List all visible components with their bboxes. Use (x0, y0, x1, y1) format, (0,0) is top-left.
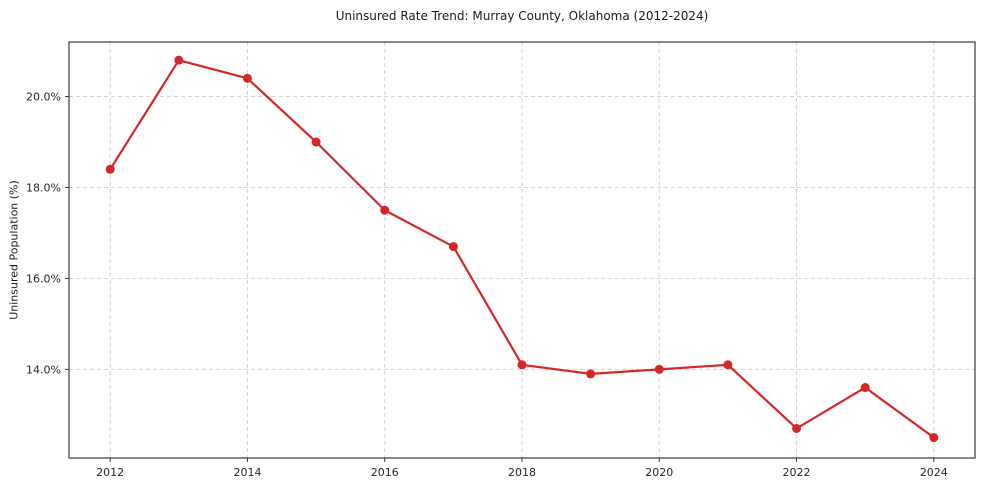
x-tick-label: 2012 (96, 466, 124, 479)
data-point (311, 137, 321, 147)
chart-title: Uninsured Rate Trend: Murray County, Okl… (335, 9, 709, 23)
y-tick-label: 14.0% (26, 363, 61, 376)
x-tick-label: 2016 (371, 466, 399, 479)
data-point (448, 242, 458, 252)
data-point (792, 423, 802, 433)
y-tick-label: 18.0% (26, 181, 61, 194)
data-point (242, 73, 252, 83)
data-point (929, 433, 939, 443)
data-point (723, 360, 733, 370)
data-point (380, 205, 390, 215)
y-tick-label: 20.0% (26, 91, 61, 104)
data-point (586, 369, 596, 379)
x-tick-label: 2018 (508, 466, 536, 479)
data-point (174, 55, 184, 65)
y-axis-label: Uninsured Population (%) (7, 180, 21, 320)
x-tick-label: 2020 (645, 466, 673, 479)
data-point (517, 360, 527, 370)
x-tick-label: 2014 (233, 466, 261, 479)
data-point (654, 364, 664, 374)
x-tick-label: 2022 (783, 466, 811, 479)
x-tick-label: 2024 (920, 466, 948, 479)
data-point (860, 383, 870, 393)
data-point (105, 164, 115, 174)
y-tick-label: 16.0% (26, 272, 61, 285)
